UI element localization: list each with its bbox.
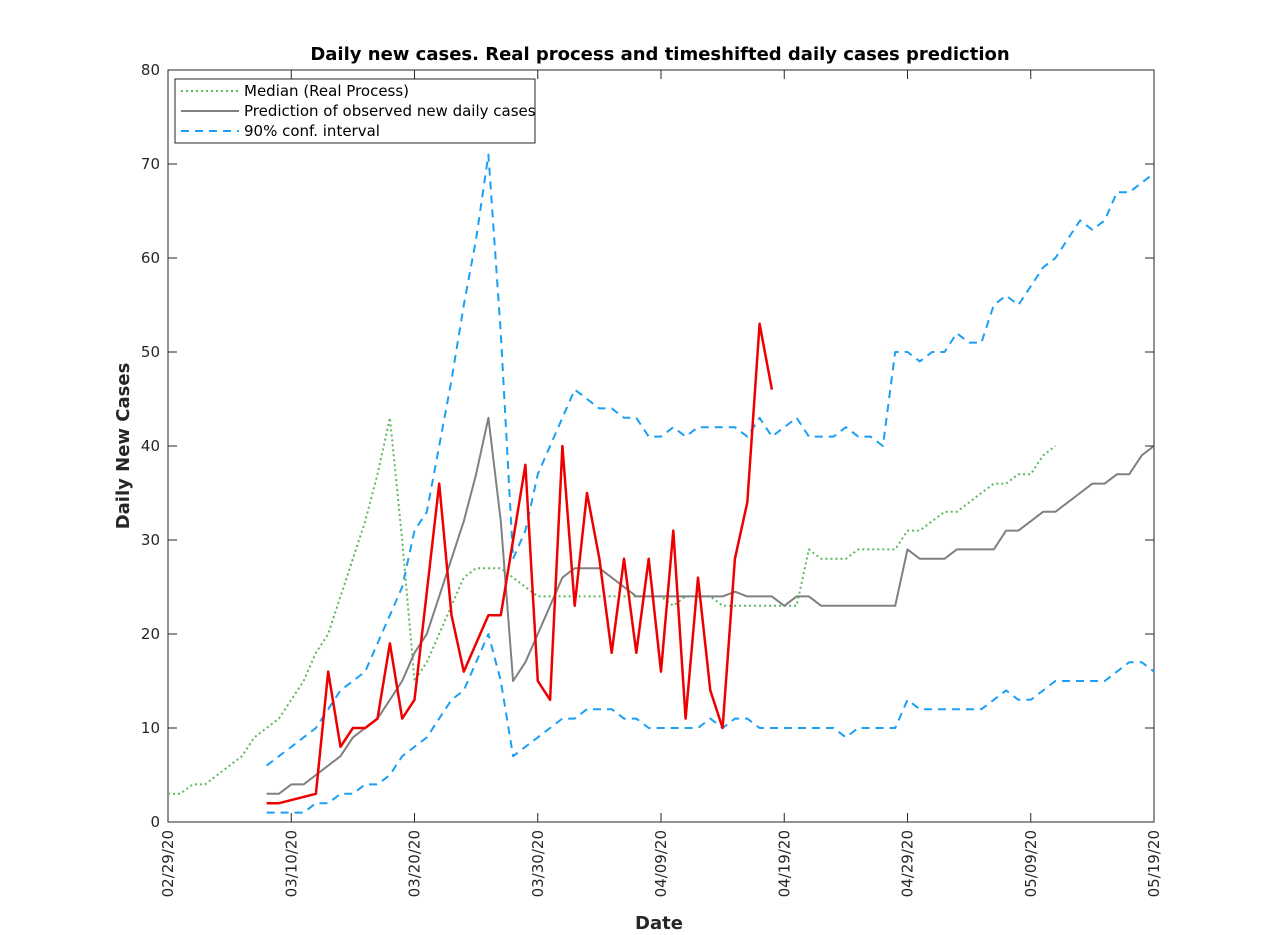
series-line-0	[168, 416, 1057, 795]
legend-label-0: Median (Real Process)	[244, 82, 409, 100]
x-axis: 02/29/20 03/10/20 03/20/20 03/30/20 04/09/20…	[159, 70, 1163, 897]
y-tick-label: 70	[141, 155, 160, 173]
y-tick-label: 30	[141, 531, 160, 549]
y-axis: 0 10 20 30 40 50 60 70 80	[141, 61, 1154, 831]
series-line-4	[266, 322, 774, 805]
y-tick-label: 80	[141, 61, 160, 79]
legend-label-1: Prediction of observed new daily cases	[244, 102, 536, 120]
y-tick-label: 10	[141, 719, 160, 737]
x-tick-label: 03/30/20	[529, 830, 547, 897]
x-tick-label: 05/19/20	[1145, 830, 1163, 897]
x-tick-label: 02/29/20	[159, 830, 177, 897]
x-tick-label: 04/19/20	[775, 830, 793, 897]
x-tick-label: 03/10/20	[282, 830, 300, 897]
series-line-3	[266, 633, 1155, 814]
y-axis-label: Daily New Cases	[113, 363, 134, 530]
y-tick-label: 0	[150, 813, 160, 831]
x-axis-label: Date	[635, 913, 683, 934]
series-line-1	[266, 416, 1155, 795]
x-tick-label: 03/20/20	[406, 830, 424, 897]
y-tick-label: 60	[141, 249, 160, 267]
y-tick-label: 50	[141, 343, 160, 361]
y-tick-label: 40	[141, 437, 160, 455]
chart-title: Daily new cases. Real process and timesh…	[310, 44, 1009, 65]
legend: Median (Real Process) Prediction of obser…	[174, 78, 536, 144]
x-tick-label: 04/09/20	[652, 830, 670, 897]
series-layer	[168, 153, 1155, 814]
y-tick-label: 20	[141, 625, 160, 643]
legend-label-2: 90% conf. interval	[244, 122, 380, 140]
x-tick-label: 04/29/20	[899, 830, 917, 897]
x-tick-label: 05/09/20	[1022, 830, 1040, 897]
